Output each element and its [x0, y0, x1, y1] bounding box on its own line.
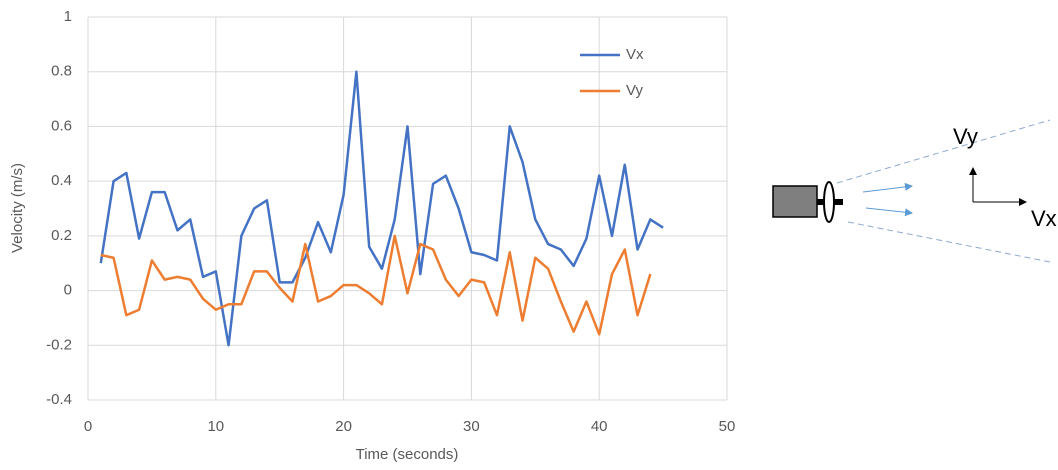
x-axis-label: Time (seconds): [356, 446, 459, 463]
y-tick-label: 0.6: [51, 117, 72, 134]
y-tick-label: 0.2: [51, 227, 72, 244]
data-line: [100, 234, 652, 336]
x-tick-label: 20: [335, 418, 352, 435]
diagram: Vy Vx: [772, 119, 1057, 263]
y-tick-label: 0: [64, 282, 72, 299]
legend-label: Vy: [626, 82, 643, 99]
x-tick-label: 10: [207, 418, 224, 435]
data-line: [99, 70, 664, 347]
flow-arrow: [865, 207, 913, 217]
y-tick-label: -0.4: [46, 391, 72, 408]
camera: [772, 185, 818, 218]
flow-arrow: [862, 182, 913, 193]
x-tick-label: 40: [591, 418, 608, 435]
y-tick-label: -0.2: [46, 336, 72, 353]
y-tick-label: 1: [64, 8, 72, 25]
x-tick-label: 50: [719, 418, 736, 435]
cone-edge: [836, 119, 1051, 184]
x-tick-label: 30: [463, 418, 480, 435]
diagram-label: Vy: [953, 124, 978, 149]
cone-edge: [847, 221, 1051, 263]
propeller: [823, 181, 835, 223]
diagram-label: Vx: [1031, 206, 1057, 231]
x-tick-label: 0: [84, 418, 92, 435]
y-axis-label: Velocity (m/s): [9, 163, 26, 253]
legend-label: Vx: [626, 46, 644, 63]
y-tick-label: 0.8: [51, 63, 72, 80]
y-tick-label: 0.4: [51, 172, 72, 189]
